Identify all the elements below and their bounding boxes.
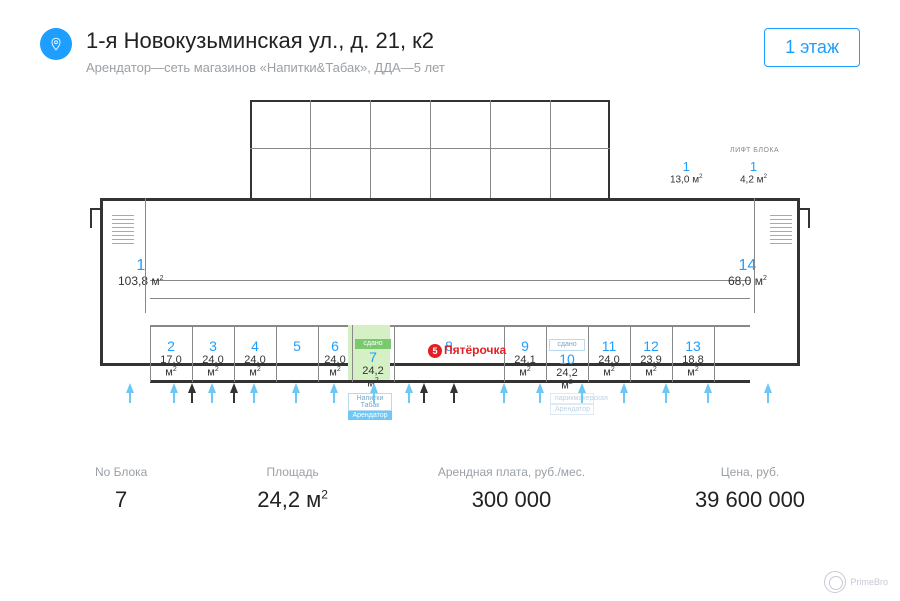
unit-label-13: 1318,8м2 <box>675 339 711 379</box>
tenant-subtitle: Арендатор—сеть магазинов «Напитки&Табак»… <box>86 60 764 75</box>
unit-label-9: 924,1м2 <box>507 339 543 379</box>
summary-row: No Блока7 Площадь24,2 м2 Арендная плата, р… <box>0 453 900 513</box>
location-pin-icon <box>40 28 72 60</box>
unit-label-5: 5 <box>279 339 315 354</box>
unit-label-14: 1468,0 м2 <box>728 257 767 288</box>
tenant-pyaterochka: 5Пятёрочка <box>428 343 506 358</box>
summary-item: Арендная плата, руб./мес.300 000 <box>438 465 585 513</box>
summary-item: No Блока7 <box>95 465 147 513</box>
summary-item: Площадь24,2 м2 <box>257 465 328 513</box>
floor-badge[interactable]: 1 этаж <box>764 28 860 67</box>
address-title: 1-я Новокузьминская ул., д. 21, к2 <box>86 28 764 54</box>
watermark-icon <box>824 571 846 593</box>
summary-item: Цена, руб.39 600 000 <box>695 465 805 513</box>
floorplan-diagram: 217,0м2324,0м2424,0м25624,0м2сдано724,2м… <box>40 85 860 445</box>
unit-label-11: 1124,0м2 <box>591 339 627 379</box>
unit-label-12: 1223,9м2 <box>633 339 669 379</box>
unit-label-1: 1103,8 м2 <box>118 257 164 288</box>
unit-label-3: 324,0м2 <box>195 339 231 379</box>
unit-label-6: 624,0м2 <box>321 339 349 379</box>
watermark: PrimeBro <box>824 571 888 593</box>
unit-label-4: 424,0м2 <box>237 339 273 379</box>
unit-label-2: 217,0м2 <box>153 339 189 379</box>
